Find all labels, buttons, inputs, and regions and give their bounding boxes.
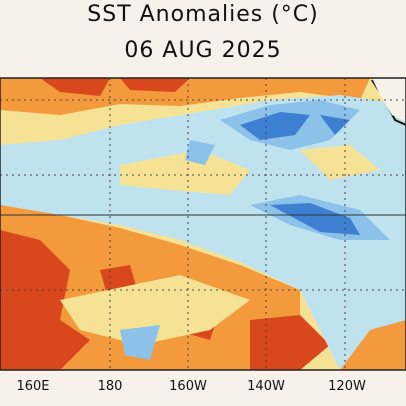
anomaly-field — [0, 78, 406, 370]
lon-label: 120W — [328, 379, 366, 394]
map-date: 06 AUG 2025 — [124, 38, 282, 63]
lon-label: 180 — [98, 379, 123, 394]
lon-label: 160W — [169, 379, 207, 394]
map-title: SST Anomalies (°C) — [87, 2, 319, 27]
lon-label: 140W — [247, 379, 285, 394]
lon-label: 160E — [16, 379, 49, 394]
